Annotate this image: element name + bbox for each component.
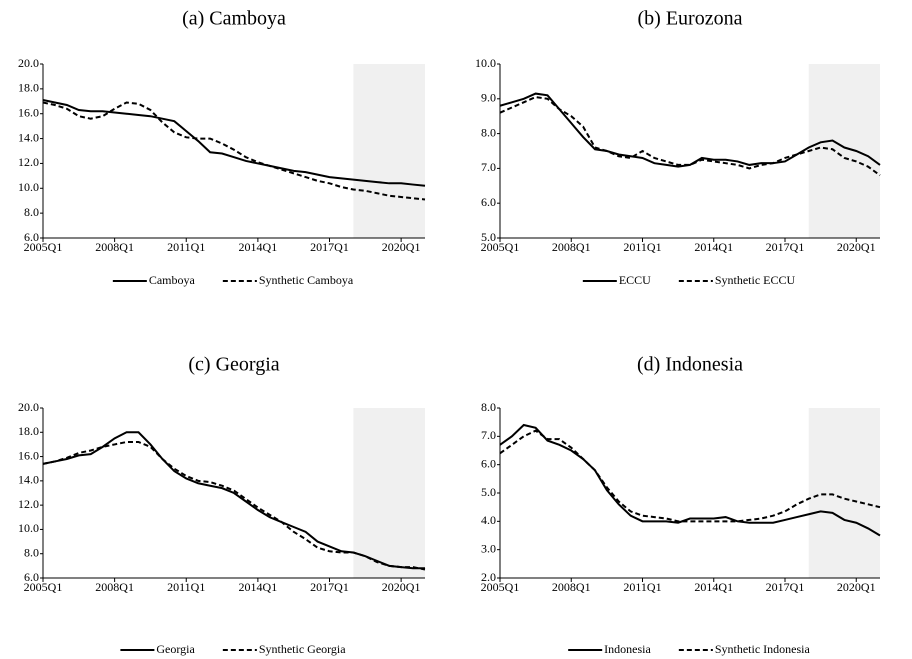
y-tick-label: 8.0 (481, 400, 496, 414)
x-tick-label: 2020Q1 (837, 580, 876, 594)
y-tick-label: 7.0 (481, 428, 496, 442)
x-tick-label: 2011Q1 (167, 240, 205, 254)
x-tick-label: 2017Q1 (310, 580, 349, 594)
y-tick-label: 2.0 (481, 570, 496, 584)
y-tick-label: 16.0 (18, 105, 39, 119)
data-line (499, 92, 881, 168)
y-tick-label: 8.0 (481, 125, 496, 139)
x-tick-label: 2008Q1 (552, 240, 591, 254)
y-tick-label: 7.0 (481, 160, 496, 174)
y-tick-label: 14.0 (18, 473, 39, 487)
y-tick-label: 5.0 (481, 230, 496, 244)
legend-label: ECCU (619, 273, 651, 287)
y-tick-label: 3.0 (481, 541, 496, 555)
x-tick-label: 2020Q1 (837, 240, 876, 254)
x-tick-label: 2008Q1 (552, 580, 591, 594)
x-tick-label: 2008Q1 (95, 240, 134, 254)
y-tick-label: 20.0 (18, 56, 39, 70)
shaded-region (808, 64, 880, 238)
legend-label: Synthetic Indonesia (715, 642, 811, 656)
data-line (42, 101, 426, 201)
legend-label: Synthetic Georgia (259, 642, 346, 656)
y-tick-label: 8.0 (24, 205, 39, 219)
legend-label: Synthetic Camboya (259, 273, 354, 287)
y-tick-label: 12.0 (18, 155, 39, 169)
y-tick-label: 16.0 (18, 448, 39, 462)
x-tick-label: 2014Q1 (239, 580, 278, 594)
y-tick-label: 8.0 (24, 545, 39, 559)
x-tick-label: 2014Q1 (694, 580, 733, 594)
x-tick-label: 2017Q1 (766, 240, 805, 254)
shaded-region (353, 408, 425, 578)
chart-title: (c) Georgia (188, 354, 279, 376)
y-tick-label: 10.0 (18, 521, 39, 535)
legend-label: Synthetic ECCU (715, 273, 796, 287)
y-tick-label: 4.0 (481, 513, 496, 527)
x-tick-label: 2014Q1 (239, 240, 278, 254)
chart-title: (d) Indonesia (637, 354, 743, 376)
x-tick-label: 2014Q1 (694, 240, 733, 254)
x-tick-label: 2011Q1 (167, 580, 205, 594)
chart-title: (a) Camboya (182, 8, 286, 30)
shaded-region (353, 64, 425, 238)
y-tick-label: 6.0 (24, 570, 39, 584)
y-tick-label: 6.0 (481, 195, 496, 209)
data-line (499, 423, 881, 537)
x-tick-label: 2017Q1 (310, 240, 349, 254)
y-tick-label: 6.0 (481, 456, 496, 470)
x-tick-label: 2011Q1 (623, 580, 661, 594)
data-line (42, 99, 426, 187)
shaded-region (808, 408, 880, 578)
data-line (499, 429, 881, 523)
y-tick-label: 9.0 (481, 91, 496, 105)
legend-label: Georgia (156, 642, 195, 656)
y-tick-label: 18.0 (18, 81, 39, 95)
y-tick-label: 18.0 (18, 424, 39, 438)
y-tick-label: 12.0 (18, 497, 39, 511)
x-tick-label: 2008Q1 (95, 580, 134, 594)
x-tick-label: 2011Q1 (623, 240, 661, 254)
y-tick-label: 20.0 (18, 400, 39, 414)
x-tick-label: 2005Q1 (481, 580, 520, 594)
y-tick-label: 10.0 (475, 56, 496, 70)
data-line (42, 441, 426, 571)
y-tick-label: 10.0 (18, 180, 39, 194)
data-line (499, 96, 881, 177)
y-tick-label: 14.0 (18, 130, 39, 144)
x-tick-label: 2005Q1 (481, 240, 520, 254)
x-tick-label: 2017Q1 (766, 580, 805, 594)
x-tick-label: 2005Q1 (24, 580, 63, 594)
x-tick-label: 2005Q1 (24, 240, 63, 254)
x-tick-label: 2020Q1 (382, 240, 421, 254)
legend-label: Indonesia (604, 642, 651, 656)
legend-label: Camboya (149, 273, 196, 287)
y-tick-label: 6.0 (24, 230, 39, 244)
x-tick-label: 2020Q1 (382, 580, 421, 594)
chart-title: (b) Eurozona (638, 8, 743, 30)
y-tick-label: 5.0 (481, 485, 496, 499)
